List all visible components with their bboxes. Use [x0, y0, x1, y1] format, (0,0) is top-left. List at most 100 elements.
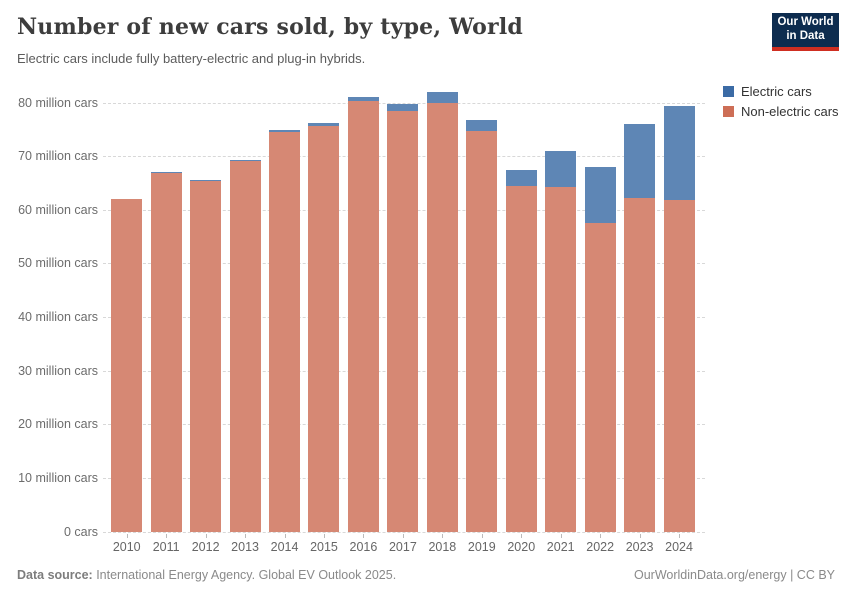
bar-segment-non-electric[interactable]	[505, 186, 537, 532]
x-axis-tick	[284, 533, 286, 538]
x-axis-tick	[600, 533, 602, 538]
bar-segment-electric[interactable]	[663, 105, 695, 200]
x-axis-tick	[481, 533, 483, 538]
x-axis-label: 2015	[310, 539, 338, 554]
legend-item[interactable]: Electric cars	[723, 84, 839, 99]
bar-segment-non-electric[interactable]	[426, 103, 458, 532]
bar-column-2013[interactable]: 2013	[229, 103, 261, 554]
bar-column-2016[interactable]: 2016	[347, 96, 379, 554]
gridline	[103, 531, 705, 533]
bar-segment-non-electric[interactable]	[150, 172, 182, 532]
bar-segment-non-electric[interactable]	[584, 222, 616, 532]
x-axis-label: 2020	[507, 539, 536, 554]
bar-segment-non-electric[interactable]	[545, 186, 577, 532]
bar-column-2012[interactable]: 2012	[190, 103, 222, 554]
data-source-label: Data source:	[17, 568, 93, 582]
bar-segment-non-electric[interactable]	[347, 100, 379, 532]
bar-segment-electric[interactable]	[229, 159, 261, 161]
x-axis-tick	[363, 533, 365, 538]
x-axis-tick	[205, 533, 207, 538]
bar-segment-electric[interactable]	[624, 123, 656, 198]
y-axis-label: 30 million cars	[18, 363, 98, 378]
bar-column-2020[interactable]: 2020	[505, 103, 537, 554]
x-axis-tick	[679, 533, 681, 538]
bar-column-2021[interactable]: 2021	[545, 103, 577, 554]
bar-segment-non-electric[interactable]	[624, 197, 656, 532]
bar-column-2014[interactable]: 2014	[269, 103, 301, 554]
x-axis-label: 2013	[231, 539, 259, 554]
x-axis-label: 2017	[388, 539, 417, 554]
owid-logo-accent-bar	[772, 47, 839, 51]
bar-segment-non-electric[interactable]	[308, 125, 340, 532]
bar-segment-non-electric[interactable]	[111, 199, 143, 532]
bar-column-2010[interactable]: 2010	[111, 103, 143, 554]
x-axis-tick	[402, 533, 404, 538]
bar-column-2018[interactable]: 2018	[426, 92, 458, 554]
chart-subtitle: Electric cars include fully battery-elec…	[17, 51, 366, 66]
x-axis-label: 2012	[191, 539, 220, 554]
bar-segment-non-electric[interactable]	[269, 132, 301, 532]
legend: Electric cars Non-electric cars	[723, 84, 839, 124]
legend-item[interactable]: Non-electric cars	[723, 104, 839, 119]
x-axis-label: 2016	[349, 539, 378, 554]
x-axis-tick	[166, 533, 168, 538]
legend-swatch-icon	[723, 86, 734, 97]
x-axis-tick	[126, 533, 128, 538]
y-axis-label: 50 million cars	[18, 256, 98, 271]
bar-segment-electric[interactable]	[466, 119, 498, 131]
x-axis-tick	[245, 533, 247, 538]
bar-segment-electric[interactable]	[269, 130, 301, 132]
data-source-note: Data source: International Energy Agency…	[17, 568, 396, 582]
bar-segment-non-electric[interactable]	[466, 130, 498, 532]
x-axis-tick	[323, 533, 325, 538]
bar-segment-electric[interactable]	[584, 166, 616, 223]
page-title: Number of new cars sold, by type, World	[17, 14, 523, 40]
y-axis-label: 0 cars	[63, 524, 98, 539]
bar-column-2022[interactable]: 2022	[584, 103, 616, 554]
legend-swatch-icon	[723, 106, 734, 117]
x-axis-label: 2014	[270, 539, 299, 554]
y-axis-label: 80 million cars	[18, 95, 98, 110]
bar-segment-electric[interactable]	[505, 170, 537, 187]
bar-column-2019[interactable]: 2019	[466, 103, 498, 554]
bar-column-2023[interactable]: 2023	[624, 103, 656, 554]
x-axis-label: 2022	[586, 539, 615, 554]
credit-link[interactable]: OurWorldinData.org/energy | CC BY	[633, 568, 835, 582]
bar-segment-electric[interactable]	[387, 104, 419, 111]
x-axis-label: 2023	[625, 539, 654, 554]
plot-area: 2010 2011 2012 2013 2014 2015 2016 2017 2018 2019…	[107, 92, 699, 554]
y-axis-label: 70 million cars	[18, 149, 98, 164]
bar-segment-electric[interactable]	[308, 122, 340, 126]
legend-label: Non-electric cars	[741, 104, 839, 119]
x-axis-label: 2024	[665, 539, 693, 554]
bar-segment-electric[interactable]	[426, 92, 458, 104]
bar-column-2017[interactable]: 2017	[387, 103, 419, 554]
owid-logo: Our World in Data	[772, 13, 839, 51]
x-axis-tick	[442, 533, 444, 538]
bar-segment-electric[interactable]	[190, 180, 222, 181]
x-axis-label: 2018	[428, 539, 457, 554]
chart-footer: Data source: International Energy Agency…	[17, 568, 835, 582]
x-axis-tick	[560, 533, 562, 538]
y-axis-label: 60 million cars	[18, 202, 98, 217]
y-axis-label: 20 million cars	[18, 417, 98, 432]
bar-column-2024[interactable]: 2024	[663, 103, 695, 554]
y-axis-label: 10 million cars	[18, 470, 98, 485]
owid-logo-text: Our World in Data	[777, 16, 834, 42]
x-axis-label: 2019	[467, 539, 496, 554]
bar-column-2011[interactable]: 2011	[150, 103, 182, 554]
bar-segment-electric[interactable]	[545, 151, 577, 187]
data-source-text: International Energy Agency. Global EV O…	[92, 568, 397, 582]
bar-segment-non-electric[interactable]	[190, 180, 222, 532]
y-axis-label: 40 million cars	[18, 310, 98, 324]
x-axis-label: 2011	[152, 539, 180, 554]
x-axis-label: 2021	[546, 539, 575, 554]
bar-segment-non-electric[interactable]	[663, 199, 695, 532]
bar-segment-non-electric[interactable]	[229, 160, 261, 532]
bar-segment-non-electric[interactable]	[387, 110, 419, 532]
bar-column-2015[interactable]: 2015	[308, 103, 340, 554]
bar-segment-electric[interactable]	[347, 96, 379, 101]
x-axis-label: 2010	[112, 539, 141, 554]
x-axis-tick	[521, 533, 523, 538]
